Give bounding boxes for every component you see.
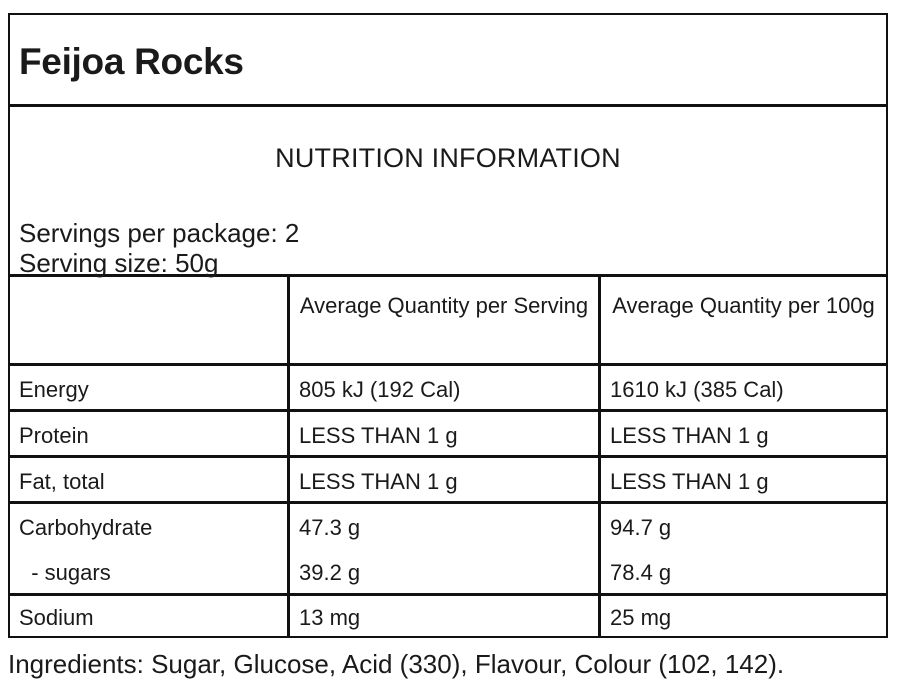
column-header-per-100g: Average Quantity per 100g <box>612 293 875 318</box>
sodium-per-serving: 13 mg <box>299 605 361 630</box>
title-section: Feijoa Rocks <box>10 15 886 107</box>
product-title: Feijoa Rocks <box>19 41 244 82</box>
serving-size: Serving size: 50g <box>19 248 219 278</box>
sugars-per-100g: 78.4 g <box>610 560 672 585</box>
servings-per-package: Servings per package: 2 <box>19 218 300 248</box>
row-label-protein: Protein <box>19 423 89 448</box>
sugars-per-serving: 39.2 g <box>299 560 361 585</box>
row-divider <box>10 409 886 412</box>
fat-total-per-serving: LESS THAN 1 g <box>299 469 458 494</box>
carbohydrate-per-serving: 47.3 g <box>299 515 361 540</box>
row-divider <box>10 593 886 596</box>
protein-per-100g: LESS THAN 1 g <box>610 423 769 448</box>
fat-total-per-100g: LESS THAN 1 g <box>610 469 769 494</box>
carbohydrate-per-100g: 94.7 g <box>610 515 672 540</box>
row-divider <box>10 363 886 366</box>
row-label-carbohydrate: Carbohydrate <box>19 515 153 540</box>
nutrition-table: Average Quantity per Serving Average Qua… <box>10 277 886 636</box>
row-label-sugars: - sugars <box>19 560 111 585</box>
ingredients-list: Ingredients: Sugar, Glucose, Acid (330),… <box>8 649 785 679</box>
row-label-energy: Energy <box>19 377 89 402</box>
row-divider <box>10 455 886 458</box>
row-label-sodium: Sodium <box>19 605 94 630</box>
energy-per-serving: 805 kJ (192 Cal) <box>299 377 461 402</box>
nutrition-panel: Feijoa Rocks NUTRITION INFORMATION Servi… <box>8 13 888 638</box>
nutrition-heading: NUTRITION INFORMATION <box>275 143 621 173</box>
nutrition-info-section: NUTRITION INFORMATION Servings per packa… <box>10 107 886 277</box>
sodium-per-100g: 25 mg <box>610 605 672 630</box>
protein-per-serving: LESS THAN 1 g <box>299 423 458 448</box>
row-label-fat-total: Fat, total <box>19 469 105 494</box>
row-divider <box>10 501 886 504</box>
energy-per-100g: 1610 kJ (385 Cal) <box>610 377 784 402</box>
column-header-per-serving: Average Quantity per Serving <box>299 293 589 318</box>
